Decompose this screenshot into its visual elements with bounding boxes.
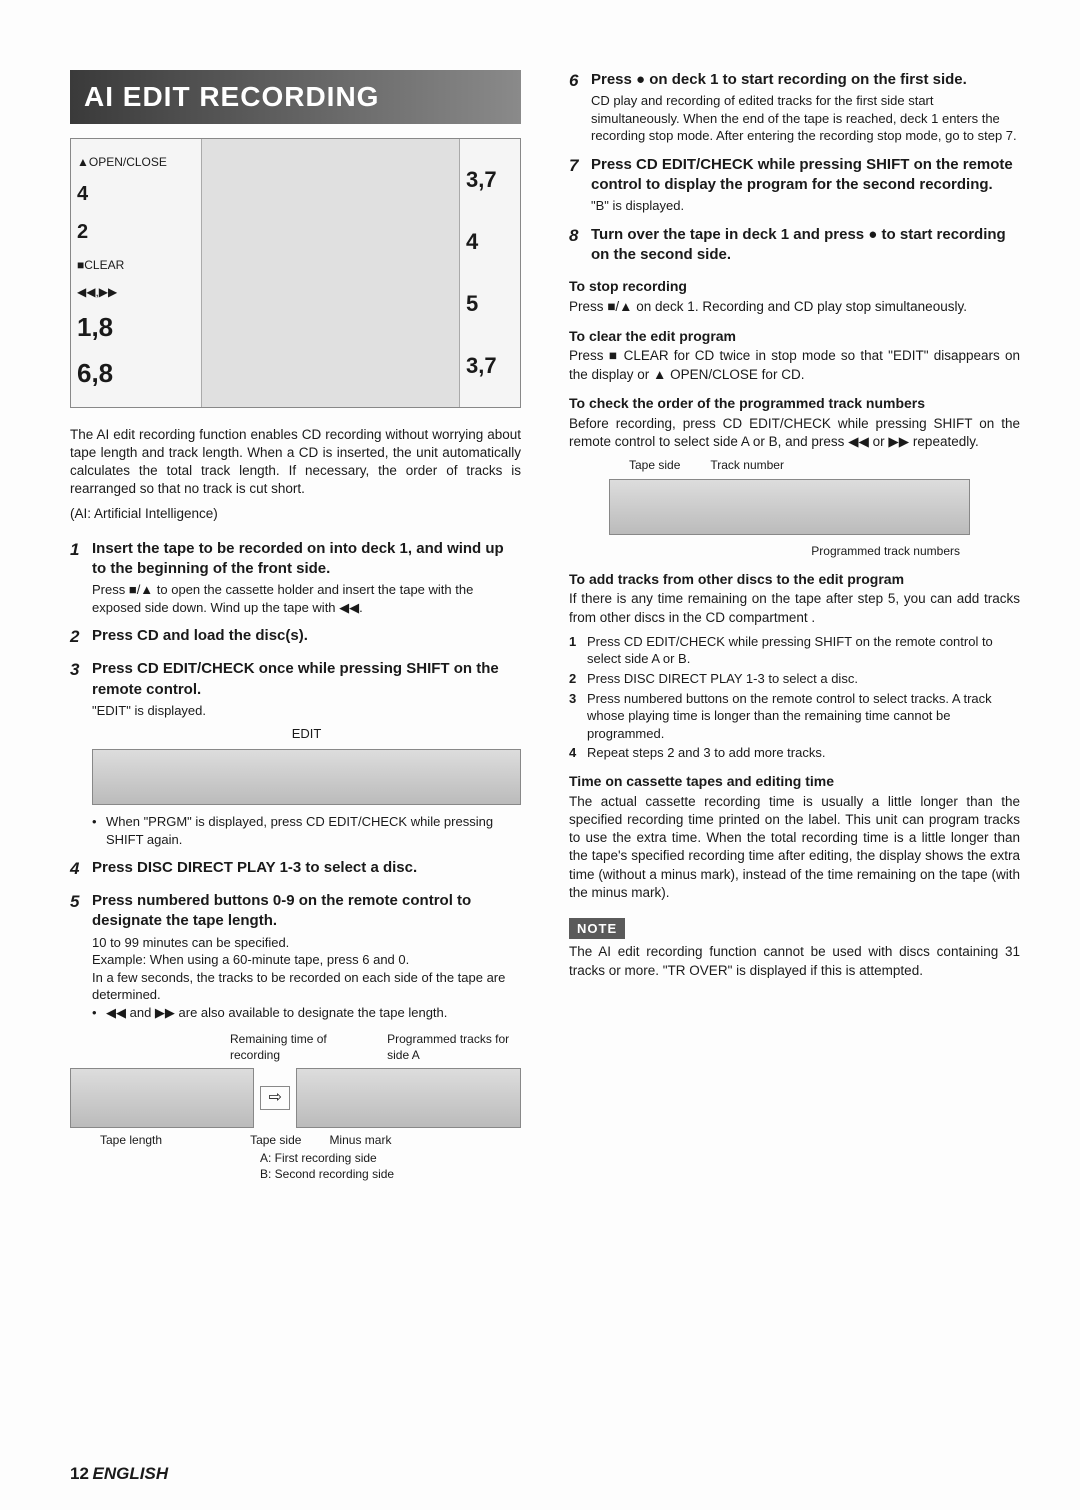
list-text: Press numbered buttons on the remote con…	[587, 690, 1020, 743]
display-after	[296, 1068, 521, 1128]
step-title: Press CD EDIT/CHECK once while pressing …	[92, 659, 521, 700]
label-side-b: B: Second recording side	[260, 1166, 521, 1182]
subhead-stop-recording: To stop recording	[569, 277, 1020, 296]
display-illustration-edit	[92, 749, 521, 805]
step-title: Press CD and load the disc(s).	[92, 626, 521, 646]
stereo-illustration	[201, 139, 460, 407]
note-tag: NOTE	[569, 918, 625, 940]
label-track-number: Track number	[710, 457, 784, 473]
section-title: AI EDIT RECORDING	[70, 70, 521, 124]
subbody-check-order: Before recording, press CD EDIT/CHECK wh…	[569, 415, 1020, 451]
subbody-clear-edit: Press ■ CLEAR for CD twice in stop mode …	[569, 347, 1020, 383]
bullet-marker: •	[92, 813, 106, 848]
subhead-clear-edit: To clear the edit program	[569, 327, 1020, 346]
step-5: 5 Press numbered buttons 0-9 on the remo…	[70, 891, 521, 1021]
step-number: 3	[70, 659, 92, 848]
step-3-bullet: • When "PRGM" is displayed, press CD EDI…	[92, 813, 521, 848]
display-before	[70, 1068, 254, 1128]
callout-r-3-7b: 3,7	[466, 351, 514, 381]
step-8: 8 Turn over the tape in deck 1 and press…	[569, 225, 1020, 268]
callout-clear: ■CLEAR	[77, 257, 195, 273]
page-content: AI EDIT RECORDING ▲OPEN/CLOSE 4 2 ■CLEAR…	[70, 70, 1020, 1182]
step-3: 3 Press CD EDIT/CHECK once while pressin…	[70, 659, 521, 848]
step-5-bullet: • ◀◀ and ▶▶ are also available to design…	[92, 1004, 521, 1022]
edit-label: EDIT	[92, 725, 521, 743]
list-text: Repeat steps 2 and 3 to add more tracks.	[587, 744, 825, 762]
step-title: Press CD EDIT/CHECK while pressing SHIFT…	[591, 155, 1020, 196]
list-number: 4	[569, 744, 587, 762]
page-number: 12	[70, 1464, 89, 1483]
label-tape-side: Tape side	[250, 1132, 301, 1148]
list-number: 1	[569, 633, 587, 668]
list-number: 3	[569, 690, 587, 743]
subhead-check-order: To check the order of the programmed tra…	[569, 394, 1020, 413]
subbody-add-tracks: If there is any time remaining on the ta…	[569, 590, 1020, 626]
callout-r-4: 4	[466, 227, 514, 257]
bullet-marker: •	[92, 1004, 106, 1022]
callout-r-5: 5	[466, 289, 514, 319]
device-diagram: ▲OPEN/CLOSE 4 2 ■CLEAR ◀◀,▶▶ 1,8 6,8 3,7…	[70, 138, 521, 408]
page-language: ENGLISH	[93, 1464, 169, 1483]
right-column: 6 Press ● on deck 1 to start recording o…	[569, 70, 1020, 1182]
bullet-text: When "PRGM" is displayed, press CD EDIT/…	[106, 813, 521, 848]
callout-rewind-ff: ◀◀,▶▶	[77, 284, 195, 300]
bullet-text: ◀◀ and ▶▶ are also available to designat…	[106, 1004, 447, 1022]
step-title: Insert the tape to be recorded on into d…	[92, 539, 521, 580]
step-2: 2 Press CD and load the disc(s).	[70, 626, 521, 649]
callout-r-3-7a: 3,7	[466, 165, 514, 195]
callout-6-8: 6,8	[77, 356, 195, 391]
subhead-add-tracks: To add tracks from other discs to the ed…	[569, 570, 1020, 589]
label-remaining-time: Remaining time of recording	[230, 1031, 357, 1063]
step-title: Press DISC DIRECT PLAY 1-3 to select a d…	[92, 858, 521, 878]
step-4: 4 Press DISC DIRECT PLAY 1-3 to select a…	[70, 858, 521, 881]
callout-1-8: 1,8	[77, 310, 195, 345]
label-side-a: A: First recording side	[260, 1150, 521, 1166]
display-illustration-tracks	[609, 479, 970, 535]
step-desc: 10 to 99 minutes can be specified. Examp…	[92, 934, 521, 1004]
label-tape-side-2: Tape side	[629, 457, 680, 473]
list-number: 2	[569, 670, 587, 688]
step-desc: "B" is displayed.	[591, 197, 1020, 215]
list-text: Press CD EDIT/CHECK while pressing SHIFT…	[587, 633, 1020, 668]
arrow-icon: ⇨	[260, 1086, 290, 1110]
subbody-stop-recording: Press ■/▲ on deck 1. Recording and CD pl…	[569, 298, 1020, 316]
list-text: Press DISC DIRECT PLAY 1-3 to select a d…	[587, 670, 858, 688]
label-tape-length: Tape length	[100, 1132, 162, 1148]
step-desc: CD play and recording of edited tracks f…	[591, 92, 1020, 145]
display-row: ⇨	[70, 1068, 521, 1128]
callout-open-close: ▲OPEN/CLOSE	[77, 154, 195, 170]
callout-2: 2	[77, 219, 195, 246]
step-title: Press numbered buttons 0-9 on the remote…	[92, 891, 521, 932]
intro-sub: (AI: Artificial Intelligence)	[70, 505, 521, 523]
label-minus-mark: Minus mark	[329, 1132, 391, 1148]
page-footer: 12 ENGLISH	[70, 1463, 168, 1486]
intro-text: The AI edit recording function enables C…	[70, 426, 521, 499]
step-number: 1	[70, 539, 92, 617]
subbody-time-cassette: The actual cassette recording time is us…	[569, 793, 1020, 902]
left-column: AI EDIT RECORDING ▲OPEN/CLOSE 4 2 ■CLEAR…	[70, 70, 521, 1182]
step-number: 5	[70, 891, 92, 1021]
step-number: 6	[569, 70, 591, 145]
step-number: 4	[70, 858, 92, 881]
step-title: Press ● on deck 1 to start recording on …	[591, 70, 1020, 90]
step-1: 1 Insert the tape to be recorded on into…	[70, 539, 521, 617]
step-number: 7	[569, 155, 591, 215]
subhead-time-cassette: Time on cassette tapes and editing time	[569, 772, 1020, 791]
label-programmed-track-numbers: Programmed track numbers	[569, 543, 1020, 559]
step-title: Turn over the tape in deck 1 and press ●…	[591, 225, 1020, 266]
callout-4: 4	[77, 181, 195, 208]
step-6: 6 Press ● on deck 1 to start recording o…	[569, 70, 1020, 145]
add-tracks-list: 1Press CD EDIT/CHECK while pressing SHIF…	[569, 633, 1020, 762]
step-7: 7 Press CD EDIT/CHECK while pressing SHI…	[569, 155, 1020, 215]
note-body: The AI edit recording function cannot be…	[569, 943, 1020, 979]
step-number: 8	[569, 225, 591, 268]
step-number: 2	[70, 626, 92, 649]
step-desc: "EDIT" is displayed.	[92, 702, 521, 720]
label-programmed-tracks: Programmed tracks for side A	[387, 1031, 521, 1063]
step-desc: Press ■/▲ to open the cassette holder an…	[92, 581, 521, 616]
